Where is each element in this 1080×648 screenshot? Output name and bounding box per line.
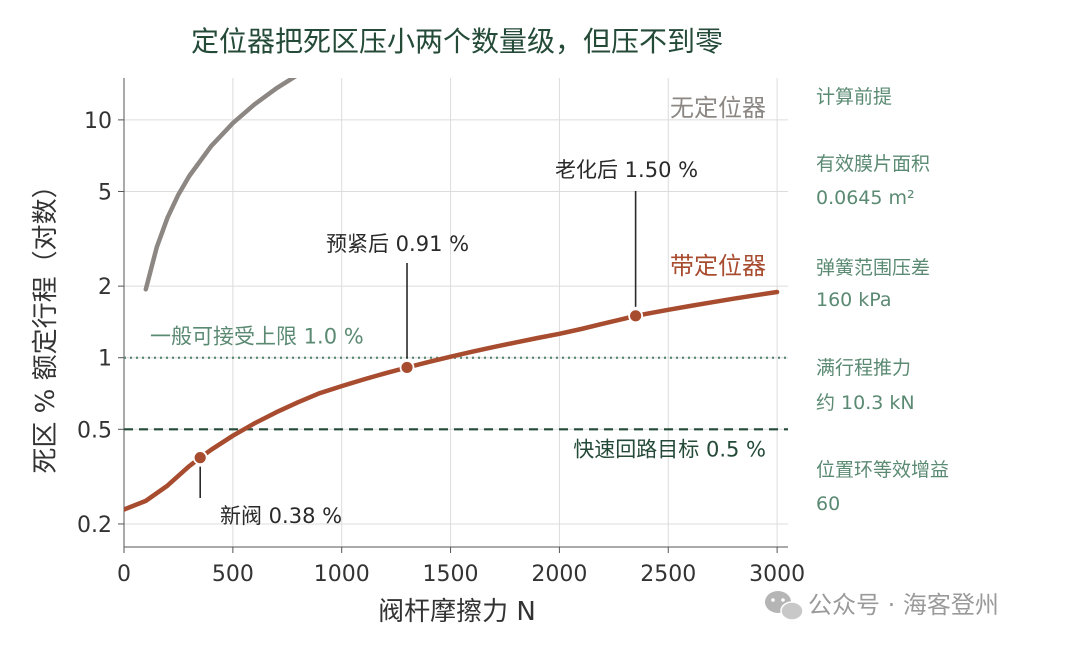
x-tick-label: 2000: [531, 562, 587, 587]
reference-line-label: 一般可接受上限 1.0 %: [150, 325, 364, 349]
x-tick-label: 0: [117, 562, 131, 587]
x-axis-label: 阀杆摩擦力 N: [378, 597, 536, 627]
data-point-0: [192, 450, 208, 466]
watermark-text: 公众号 · 海客登州: [808, 591, 999, 619]
side-panel-heading: 弹簧范围压差: [816, 257, 930, 279]
series-label-with-positioner: 带定位器: [670, 252, 766, 280]
y-tick-label: 10: [84, 109, 112, 134]
y-ticks: 0.2 0.5 1 2 5 10: [77, 109, 124, 538]
side-panel-heading: 有效膜片面积: [816, 153, 930, 175]
x-tick-label: 3000: [749, 562, 805, 587]
side-panel-value: 约 10.3 kN: [816, 392, 915, 414]
y-tick-label: 0.2: [77, 513, 112, 538]
point-annotation: 预紧后 0.91 %: [326, 232, 469, 256]
x-tick-label: 2500: [640, 562, 696, 587]
y-axis-label: 死区 % 额定行程（对数）: [31, 172, 61, 473]
reference-line-label: 快速回路目标 0.5 %: [573, 437, 766, 461]
reference-lines: 一般可接受上限 1.0 % 快速回路目标 0.5 %: [124, 325, 788, 461]
series-line-1: [124, 289, 780, 512]
side-panel-value: 160 kPa: [816, 289, 892, 311]
x-tick-label: 1500: [423, 562, 479, 587]
y-tick-label: 0.5: [77, 418, 112, 443]
side-panel-heading: 满行程推力: [816, 357, 911, 379]
chart-title: 定位器把死区压小两个数量级，但压不到零: [191, 25, 723, 58]
x-tick-label: 1000: [314, 562, 370, 587]
side-panel-value: 0.0645 m²: [816, 187, 915, 209]
axes: [123, 78, 788, 548]
annotated-points: 新阀 0.38 % 预紧后 0.91 % 老化后 1.50 %: [192, 158, 698, 528]
side-panel-heading: 计算前提: [816, 86, 892, 108]
side-panel-value: 60: [816, 493, 840, 515]
data-point-1: [399, 360, 415, 375]
y-tick-label: 1: [98, 347, 112, 372]
watermark: 公众号 · 海客登州: [765, 591, 999, 621]
point-annotation: 新阀 0.38 %: [220, 504, 342, 528]
x-ticks: 0 500 1000 1500 2000 2500 3000: [117, 547, 805, 587]
wechat-icon: [765, 591, 804, 621]
grid: [123, 78, 788, 547]
series-line-0: [143, 78, 298, 292]
y-tick-label: 5: [98, 180, 112, 205]
y-tick-label: 2: [98, 275, 112, 300]
data-point-2: [628, 308, 644, 324]
x-tick-label: 500: [212, 562, 254, 587]
point-annotation: 老化后 1.50 %: [555, 158, 698, 182]
series-lines: [124, 78, 780, 512]
side-panel-heading: 位置环等效增益: [816, 459, 949, 481]
series-label-no-positioner: 无定位器: [670, 94, 766, 122]
